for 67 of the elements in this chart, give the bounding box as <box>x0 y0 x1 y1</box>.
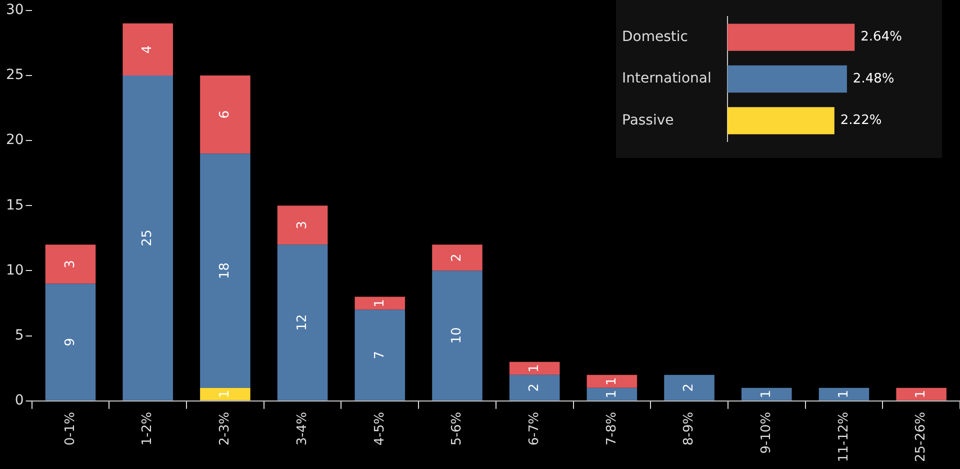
data-label: 10 <box>450 327 465 344</box>
data-label: 1 <box>836 390 852 398</box>
bar <box>432 244 482 271</box>
data-label: 2 <box>526 383 542 392</box>
data-label: 25 <box>140 230 156 246</box>
y-tick-label: 0 <box>14 392 24 409</box>
y-tick-label: 15 <box>6 197 24 214</box>
y-tick-label: 30 <box>6 2 24 18</box>
bar <box>586 374 638 388</box>
x-tick-label: 4-5% <box>372 412 388 446</box>
x-tick-label: 3-4% <box>294 412 310 446</box>
x-tick-label: 9-10% <box>759 412 774 454</box>
bar <box>122 75 173 400</box>
data-label: 1 <box>604 377 620 386</box>
data-label: 3 <box>62 260 78 268</box>
bar <box>586 388 638 400</box>
bar <box>354 310 406 400</box>
y-tick-label: International <box>622 70 712 87</box>
data-label: 1 <box>604 390 620 398</box>
data-label: 3 <box>294 221 310 230</box>
data-label: 1 <box>218 390 233 398</box>
bar <box>354 296 406 310</box>
bar <box>896 388 946 400</box>
data-label: 7 <box>372 350 388 360</box>
x-tick-label: 2-3% <box>218 412 233 446</box>
y-tick-label: Passive <box>622 112 674 128</box>
data-label: 2.64% <box>860 30 902 45</box>
data-label: 1 <box>914 390 929 398</box>
x-tick-label: 1-2% <box>140 412 156 446</box>
bar <box>45 284 96 400</box>
data-label: 6 <box>218 110 233 119</box>
data-label: 2 <box>682 383 697 392</box>
data-label: 18 <box>218 262 233 279</box>
data-label: 1 <box>759 390 774 398</box>
data-label: 1 <box>526 364 542 372</box>
x-tick-label: 6-7% <box>526 412 542 446</box>
bar <box>200 75 250 154</box>
bar <box>509 374 560 400</box>
y-tick-label: Domestic <box>622 28 688 45</box>
bar <box>122 23 173 76</box>
data-label: 12 <box>294 314 310 331</box>
bar <box>200 388 250 400</box>
data-label: 2 <box>450 254 465 262</box>
bar <box>818 388 870 400</box>
x-tick-label: 0-1% <box>62 412 78 446</box>
bar <box>45 244 96 284</box>
x-tick-label: 7-8% <box>604 412 620 446</box>
bar <box>432 270 482 400</box>
y-tick-label: 25 <box>6 67 24 84</box>
data-label: 4 <box>140 45 156 54</box>
x-tick-label: 11-12% <box>836 412 852 462</box>
x-tick-label: 25-26% <box>914 412 929 462</box>
data-label: 9 <box>62 338 78 346</box>
data-label: 2.48% <box>852 71 894 86</box>
y-tick-label: 10 <box>6 262 24 278</box>
bar <box>509 362 560 375</box>
bar <box>277 206 328 245</box>
bar <box>200 154 250 388</box>
data-label: 2.22% <box>840 113 882 128</box>
bar <box>664 374 714 400</box>
bar <box>741 388 792 400</box>
x-tick-label: 5-6% <box>450 412 465 446</box>
y-tick-label: 5 <box>14 327 24 344</box>
data-label: 1 <box>372 299 388 308</box>
y-tick-label: 20 <box>6 132 24 148</box>
x-tick-label: 8-9% <box>682 412 697 446</box>
bar <box>277 244 328 400</box>
